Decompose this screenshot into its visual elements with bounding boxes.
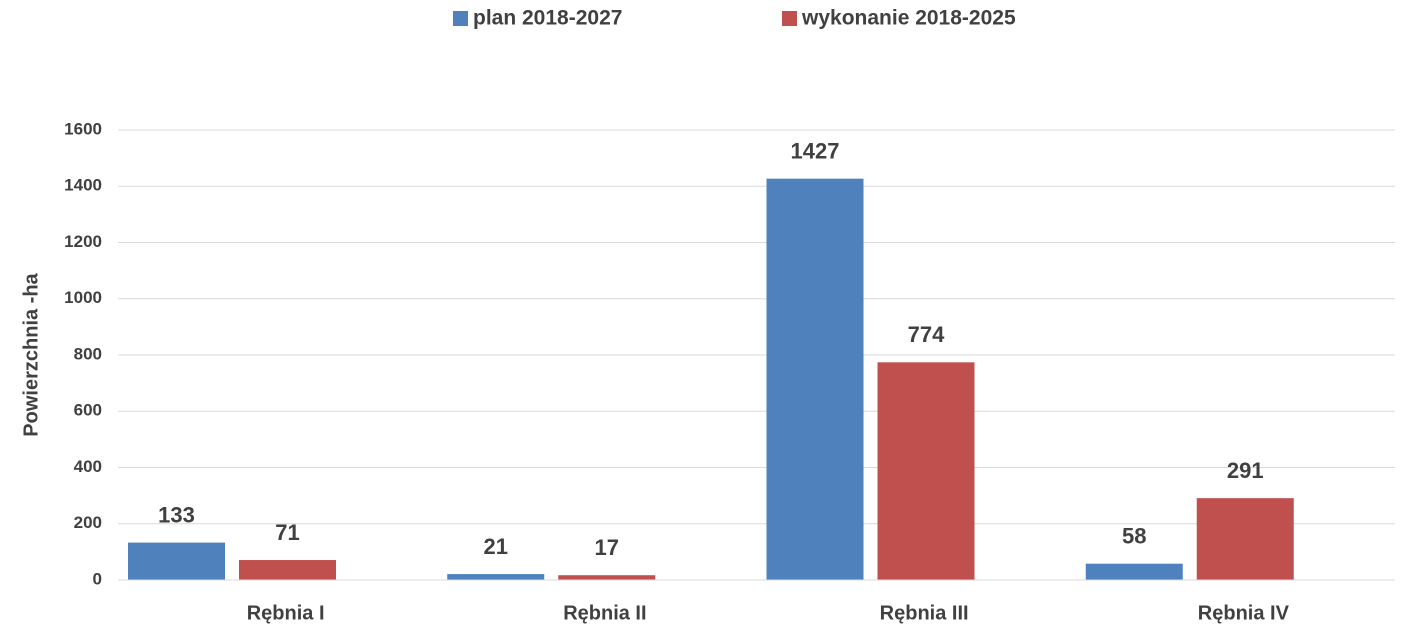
bar bbox=[1196, 498, 1294, 580]
bar bbox=[766, 178, 864, 580]
y-tick-label: 1200 bbox=[64, 232, 102, 251]
bar bbox=[128, 542, 225, 580]
x-tick-label: Rębnia IV bbox=[1198, 602, 1290, 624]
legend-swatch bbox=[453, 11, 468, 26]
value-label: 291 bbox=[1227, 458, 1264, 483]
x-tick-label: Rębnia III bbox=[880, 602, 969, 624]
y-tick-label: 800 bbox=[74, 344, 102, 363]
value-label: 17 bbox=[595, 535, 619, 560]
y-tick-label: 400 bbox=[74, 457, 102, 476]
y-tick-label: 1000 bbox=[64, 288, 102, 307]
y-tick-label: 1600 bbox=[64, 119, 102, 138]
bar bbox=[447, 574, 545, 580]
value-label: 21 bbox=[484, 534, 508, 559]
value-label: 58 bbox=[1122, 524, 1146, 549]
value-label: 774 bbox=[908, 322, 945, 347]
y-tick-label: 200 bbox=[74, 513, 102, 532]
bar bbox=[877, 362, 975, 580]
value-label: 1427 bbox=[791, 138, 840, 163]
y-tick-label: 600 bbox=[74, 401, 102, 420]
bar bbox=[1085, 563, 1183, 580]
y-tick-label: 0 bbox=[93, 569, 102, 588]
legend-label: plan 2018-2027 bbox=[473, 7, 622, 30]
value-label: 71 bbox=[275, 520, 299, 545]
legend-swatch bbox=[782, 11, 797, 26]
bar bbox=[239, 560, 336, 580]
value-label: 133 bbox=[158, 502, 195, 527]
bar bbox=[558, 575, 656, 580]
y-tick-label: 1400 bbox=[64, 176, 102, 195]
legend-label: wykonanie 2018-2025 bbox=[801, 7, 1016, 30]
y-axis-label: Powierzchnia -ha bbox=[20, 272, 42, 436]
x-tick-label: Rębnia I bbox=[247, 602, 325, 624]
x-tick-label: Rębnia II bbox=[563, 602, 646, 624]
